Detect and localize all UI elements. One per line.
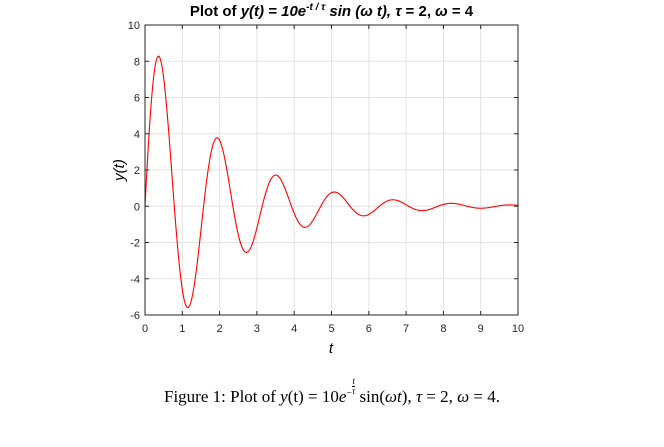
y-tick-label: -2 bbox=[130, 238, 140, 250]
caption-y: y bbox=[280, 387, 288, 406]
caption-eq: = 10 bbox=[303, 387, 339, 406]
caption-omega-val: = 4. bbox=[469, 387, 500, 406]
y-tick-label: 10 bbox=[128, 20, 140, 32]
caption-omega: ω bbox=[457, 387, 470, 406]
y-tick-label: 0 bbox=[134, 201, 140, 213]
title-lhs: y(t) bbox=[240, 3, 265, 20]
caption-minus: − bbox=[346, 387, 353, 399]
x-tick-label: 2 bbox=[217, 323, 223, 335]
title-omega-val: = 4 bbox=[447, 3, 474, 20]
y-tick-label: -4 bbox=[130, 274, 140, 286]
title-tau: τ bbox=[395, 3, 402, 20]
title-rest: sin (ω t), bbox=[325, 3, 396, 20]
grid bbox=[144, 24, 519, 316]
x-axis-label: t bbox=[329, 340, 334, 357]
x-tick-label: 6 bbox=[366, 323, 372, 335]
title-prefix: Plot of bbox=[189, 3, 241, 20]
chart-title: Plot of y(t) = 10e-t / τ sin (ω t), τ = … bbox=[145, 2, 518, 20]
title-tau-val: = 2, bbox=[401, 3, 436, 20]
caption-text: Plot of bbox=[225, 387, 281, 406]
x-tick-label: 4 bbox=[291, 323, 297, 335]
caption-e: e bbox=[338, 387, 347, 406]
x-tick-label: 5 bbox=[328, 323, 334, 335]
fraction-den: τ bbox=[352, 386, 356, 396]
x-tick-label: 10 bbox=[512, 323, 524, 335]
y-tick-label: -6 bbox=[130, 310, 140, 322]
caption-tau: τ bbox=[415, 387, 423, 406]
x-tick-label: 7 bbox=[403, 323, 409, 335]
title-eq: = 10e bbox=[264, 3, 307, 20]
caption-wt: ωt bbox=[385, 387, 402, 406]
caption-close: ), bbox=[401, 387, 416, 406]
x-tick-label: 0 bbox=[142, 323, 148, 335]
caption-label: Figure 1: bbox=[164, 387, 226, 406]
y-tick-label: 8 bbox=[134, 56, 140, 68]
caption-sin: sin( bbox=[355, 387, 386, 406]
x-tick-label: 3 bbox=[254, 323, 260, 335]
x-tick-label: 8 bbox=[440, 323, 446, 335]
ticks: 0 1 2 3 4 5 6 7 8 9 10 -6 -4 -2 0 2 4 6 8 10 bbox=[128, 20, 524, 335]
line-chart: 0 1 2 3 4 5 6 7 8 9 10 -6 -4 -2 0 2 4 6 8 10 t y(t) bbox=[111, 20, 524, 357]
x-tick-label: 1 bbox=[179, 323, 185, 335]
y-tick-label: 2 bbox=[134, 165, 140, 177]
caption-t: (t) bbox=[287, 387, 304, 406]
y-axis-label: y(t) bbox=[111, 159, 128, 182]
x-tick-label: 9 bbox=[478, 323, 484, 335]
title-omega: ω bbox=[435, 3, 448, 20]
y-tick-label: 6 bbox=[134, 93, 140, 105]
caption-tau-val: = 2, bbox=[422, 387, 458, 406]
title-exponent: -t / τ bbox=[306, 2, 326, 13]
series-line bbox=[144, 55, 519, 309]
y-tick-label: 4 bbox=[134, 129, 140, 141]
figure-caption: Figure 1: Plot of y(t) = 10e− t τ sin(ωt),… bbox=[0, 377, 664, 407]
fraction-num: t bbox=[352, 376, 356, 387]
